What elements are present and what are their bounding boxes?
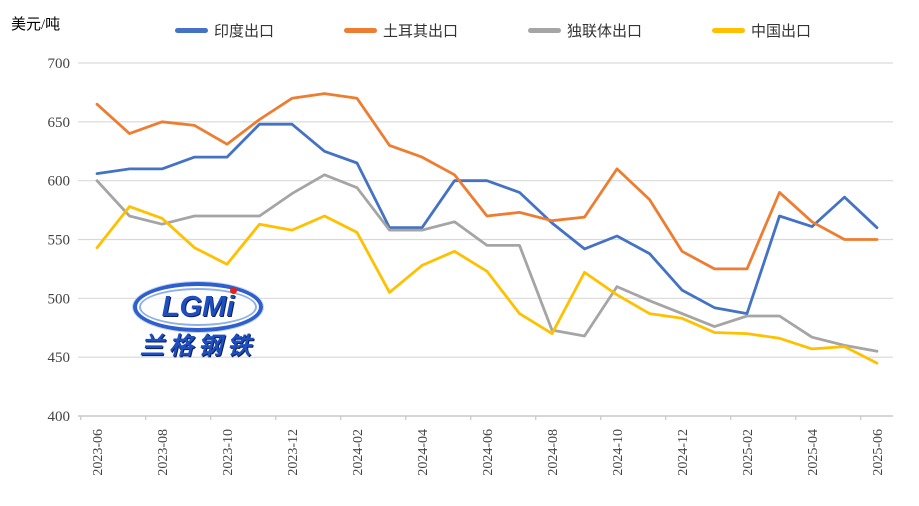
x-tick-label-2025-02: 2025-02: [741, 429, 756, 476]
lgmi-logo-ellipse: LGMi: [133, 282, 263, 332]
x-tick-label-2025-06: 2025-06: [871, 429, 886, 476]
chart-legend: 印度出口 土耳其出口 独联体出口 中国出口: [175, 20, 811, 41]
legend-label-india: 印度出口: [214, 24, 275, 40]
y-tick-labels: 400 450 500 550 600 650 700: [48, 56, 71, 425]
x-tick-label-2023-10: 2023-10: [221, 429, 236, 476]
y-tick-label-600: 600: [48, 174, 71, 190]
x-tick-label-2024-12: 2024-12: [676, 429, 691, 476]
legend-item-cis: 独联体出口: [528, 20, 642, 41]
y-axis-unit-label: 美元/吨: [11, 17, 61, 33]
legend-label-china: 中国出口: [751, 24, 812, 40]
x-tick-labels: 2023-06 2023-08 2023-10 2023-12 2024-02 2024-…: [91, 429, 886, 476]
y-tick-label-400: 400: [48, 409, 71, 425]
series-line-india: [95, 122, 879, 316]
langge-steel-logo-text: 兰格钢铁: [140, 334, 256, 360]
x-tick-label-2023-12: 2023-12: [286, 429, 301, 476]
lgmi-logo-text: LGMi: [161, 290, 235, 323]
legend-item-india: 印度出口: [175, 20, 274, 41]
y-tick-label-450: 450: [48, 350, 71, 366]
x-tick-label-2024-06: 2024-06: [481, 429, 496, 476]
x-tick-label-2024-04: 2024-04: [416, 429, 431, 476]
x-tick-label-2025-04: 2025-04: [806, 429, 821, 476]
legend-label-cis: 独联体出口: [567, 24, 643, 40]
x-axis: [78, 415, 893, 420]
turkey-line-swatch: [344, 28, 378, 33]
x-tick-label-2023-08: 2023-08: [156, 429, 171, 476]
x-tick-label-2024-08: 2024-08: [546, 429, 561, 476]
cis-line-swatch: [528, 28, 562, 33]
series-line-turkey: [95, 92, 879, 271]
lgmi-watermark: LGMi 兰格钢铁: [128, 282, 268, 360]
x-tick-label-2023-06: 2023-06: [91, 429, 106, 476]
series-line-china: [95, 205, 879, 365]
series-line-cis: [95, 173, 879, 353]
y-tick-label-700: 700: [48, 56, 71, 72]
legend-label-turkey: 土耳其出口: [383, 24, 459, 40]
india-line-swatch: [175, 28, 208, 33]
legend-item-turkey: 土耳其出口: [344, 20, 458, 41]
legend-item-china: 中国出口: [712, 20, 811, 41]
x-tick-label-2024-02: 2024-02: [351, 429, 366, 476]
china-line-swatch: [712, 28, 746, 33]
y-tick-label-500: 500: [48, 291, 71, 307]
y-tick-label-650: 650: [48, 115, 71, 131]
y-tick-label-550: 550: [48, 233, 71, 249]
x-tick-label-2024-10: 2024-10: [611, 429, 626, 476]
